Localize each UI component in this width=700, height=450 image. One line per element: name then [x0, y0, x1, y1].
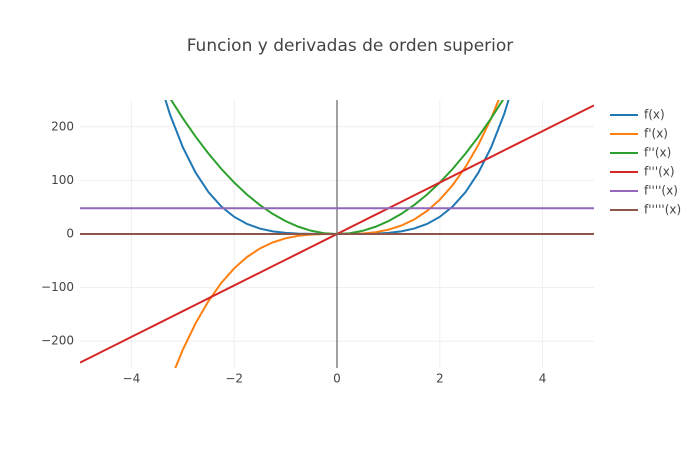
y-tick-label: −100 [41, 280, 74, 294]
x-tick-label: −2 [225, 372, 243, 386]
y-tick-label: 200 [51, 119, 74, 133]
y-tick-label: −200 [41, 334, 74, 348]
x-tick-label: 0 [333, 372, 341, 386]
y-tick-label: 0 [66, 227, 74, 241]
legend-label: f'''''(x) [644, 203, 681, 217]
legend-label: f''''(x) [644, 184, 678, 198]
y-tick-label: 100 [51, 173, 74, 187]
chart-title: Funcion y derivadas de orden superior [187, 36, 514, 56]
labels: −200 −100 0 100 200 −4 −2 0 2 4 f(x) f'(x) f''(x) f''… [41, 108, 681, 386]
legend-label: f(x) [644, 108, 665, 122]
x-tick-label: −4 [123, 372, 141, 386]
x-tick-label: 4 [539, 372, 547, 386]
plot-area [80, 100, 594, 368]
legend-label: f'''(x) [644, 165, 675, 179]
legend-label: f''(x) [644, 146, 671, 160]
x-tick-label: 2 [436, 372, 444, 386]
legend-label: f'(x) [644, 127, 668, 141]
